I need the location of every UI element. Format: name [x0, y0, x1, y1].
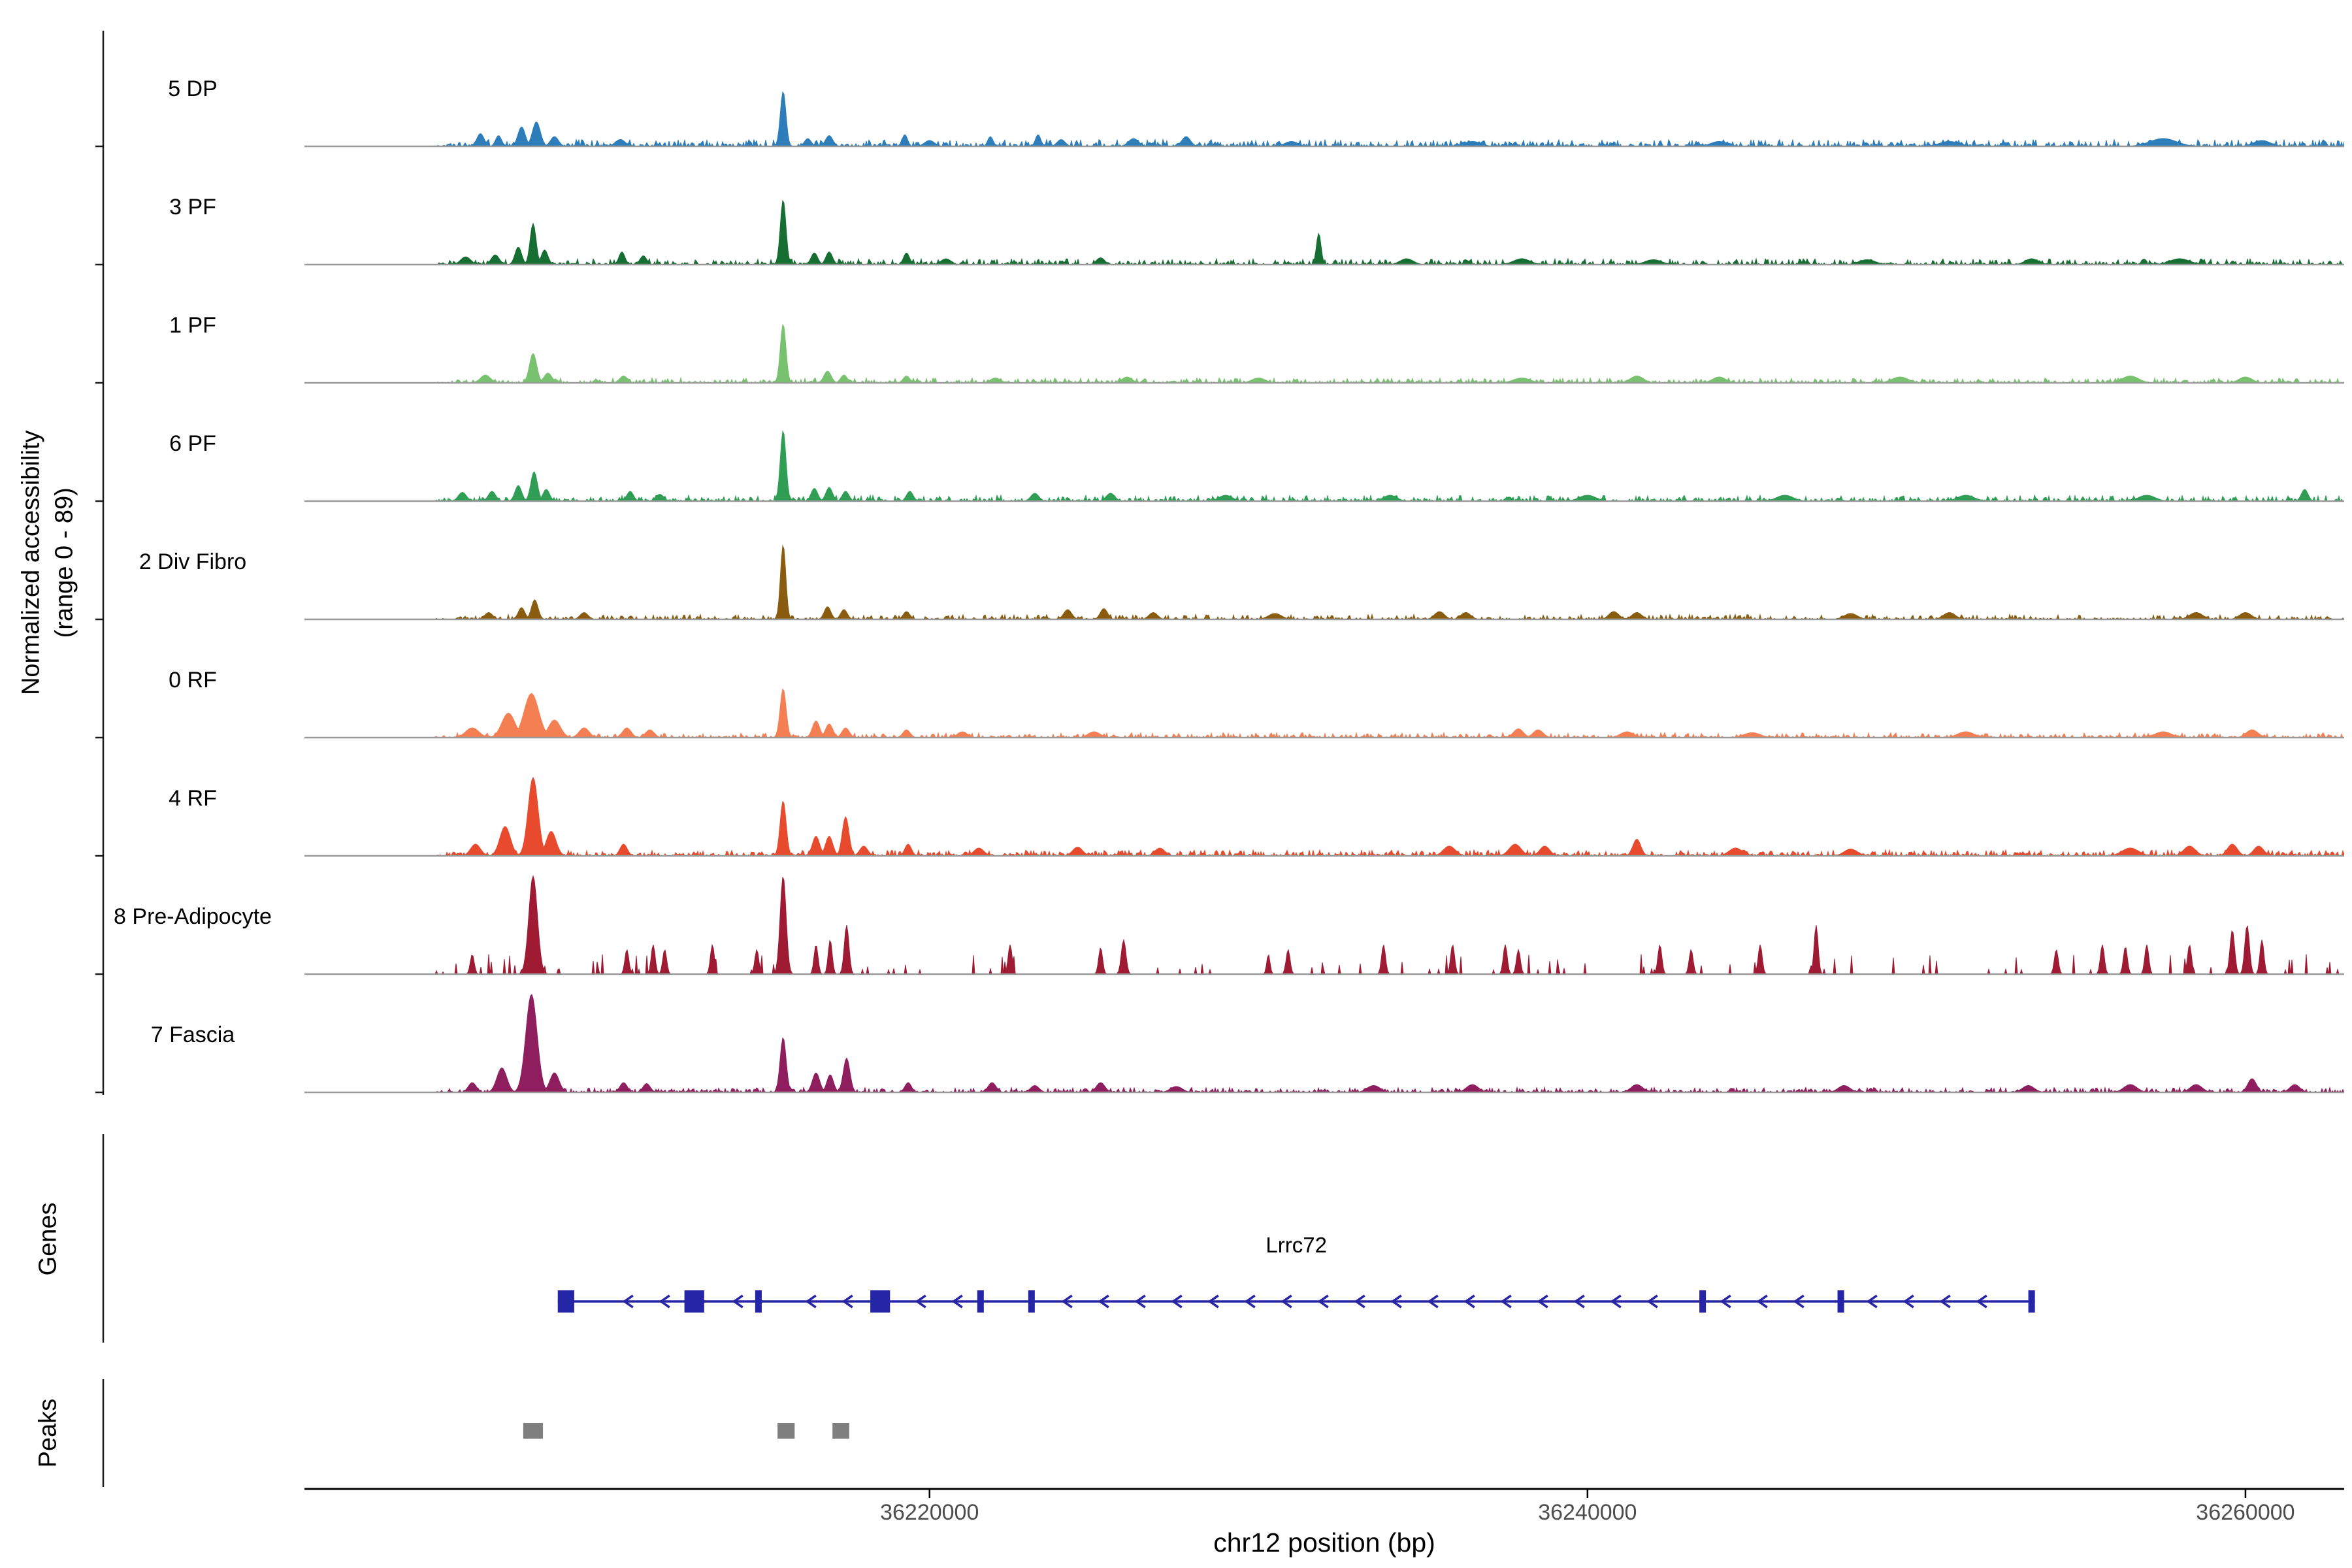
gene-strand-arrow-icon — [1866, 1294, 1878, 1309]
gene-strand-arrow-icon — [1976, 1294, 1987, 1309]
coverage-track-6-pf — [304, 430, 2344, 502]
x-axis-tick-label: 36220000 — [880, 1500, 979, 1525]
coverage-track-1-pf — [304, 323, 2344, 384]
peak-region-box — [777, 1423, 795, 1439]
gene-strand-arrow-icon — [659, 1294, 670, 1309]
track-label-1-pf: 1 PF — [169, 313, 216, 338]
track-label-2-div-fibro: 2 Div Fibro — [139, 549, 247, 574]
track-label-4-rf: 4 RF — [169, 786, 217, 811]
gene-strand-arrow-icon — [1317, 1294, 1329, 1309]
gene-exon — [557, 1290, 574, 1313]
track-label-8-pre-adipocyte: 8 Pre-Adipocyte — [114, 904, 272, 929]
gene-exon — [2028, 1290, 2035, 1313]
gene-strand-arrow-icon — [1207, 1294, 1219, 1309]
x-axis-tick-label: 36260000 — [2196, 1500, 2295, 1525]
gene-strand-arrow-icon — [1171, 1294, 1183, 1309]
coverage-signal-4-rf — [304, 776, 2344, 857]
coverage-signal-6-pf — [304, 430, 2344, 502]
coverage-track-5-dp — [304, 91, 2344, 148]
coverage-signal-5-dp — [304, 91, 2344, 148]
coverage-signal-7-fascia — [304, 994, 2344, 1094]
gene-exon — [977, 1290, 984, 1313]
coverage-signal-3-pf — [304, 199, 2344, 266]
gene-strand-arrow-icon — [1646, 1294, 1658, 1309]
peak-region-box — [523, 1423, 544, 1439]
coverage-track-3-pf — [304, 199, 2344, 266]
genes-section-label: Genes — [34, 1202, 62, 1275]
gene-exon — [755, 1290, 762, 1313]
gene-strand-arrow-icon — [1903, 1294, 1914, 1309]
gene-strand-arrow-icon — [951, 1294, 963, 1309]
track-label-3-pf: 3 PF — [169, 195, 216, 220]
gene-strand-arrow-icon — [915, 1294, 926, 1309]
gene-exon — [1699, 1290, 1707, 1313]
track-label-6-pf: 6 PF — [169, 431, 216, 456]
x-axis-title: chr12 position (bp) — [1213, 1527, 1435, 1558]
peaks-section-label: Peaks — [34, 1398, 62, 1468]
gene-strand-arrow-icon — [805, 1294, 817, 1309]
gene-strand-arrow-icon — [1463, 1294, 1475, 1309]
gene-exon — [684, 1290, 704, 1313]
gene-model-lrrc72: Lrrc72 — [557, 1233, 2035, 1313]
coverage-track-8-pre-adipocyte — [304, 875, 2344, 975]
track-label-7-fascia: 7 Fascia — [150, 1022, 235, 1047]
gene-strand-arrow-icon — [1793, 1294, 1805, 1309]
x-axis-tick-label: 36240000 — [1538, 1500, 1637, 1525]
gene-strand-arrow-icon — [1720, 1294, 1731, 1309]
gene-strand-arrow-icon — [1427, 1294, 1439, 1309]
coverage-track-2-div-fibro — [304, 544, 2344, 621]
gene-strand-arrow-icon — [1756, 1294, 1768, 1309]
coverage-track-4-rf — [304, 776, 2344, 857]
coverage-signal-0-rf — [304, 688, 2344, 739]
gene-exon — [1028, 1290, 1035, 1313]
gene-strand-arrow-icon — [1061, 1294, 1073, 1309]
gene-strand-arrow-icon — [1244, 1294, 1256, 1309]
gene-strand-arrow-icon — [841, 1294, 853, 1309]
peak-region-box — [832, 1423, 849, 1439]
gene-exon — [870, 1290, 890, 1313]
coverage-signal-2-div-fibro — [304, 544, 2344, 621]
coverage-track-0-rf — [304, 688, 2344, 739]
track-label-5-dp: 5 DP — [168, 76, 218, 101]
gene-strand-arrow-icon — [1610, 1294, 1622, 1309]
gene-name-label: Lrrc72 — [1266, 1233, 1327, 1257]
gene-strand-arrow-icon — [1134, 1294, 1146, 1309]
coverage-signal-1-pf — [304, 323, 2344, 384]
gene-strand-arrow-icon — [1281, 1294, 1292, 1309]
gene-strand-arrow-icon — [1537, 1294, 1548, 1309]
coverage-signal-8-pre-adipocyte — [304, 875, 2344, 975]
gene-strand-arrow-icon — [1390, 1294, 1402, 1309]
gene-strand-arrow-icon — [732, 1294, 743, 1309]
coverage-track-7-fascia — [304, 994, 2344, 1094]
gene-exon — [1837, 1290, 1844, 1313]
gene-strand-arrow-icon — [1354, 1294, 1365, 1309]
gene-strand-arrow-icon — [1098, 1294, 1109, 1309]
gene-strand-arrow-icon — [622, 1294, 634, 1309]
gene-strand-arrow-icon — [1500, 1294, 1512, 1309]
gene-strand-arrow-icon — [1939, 1294, 1951, 1309]
gene-strand-arrow-icon — [1573, 1294, 1585, 1309]
track-label-0-rf: 0 RF — [169, 668, 217, 693]
